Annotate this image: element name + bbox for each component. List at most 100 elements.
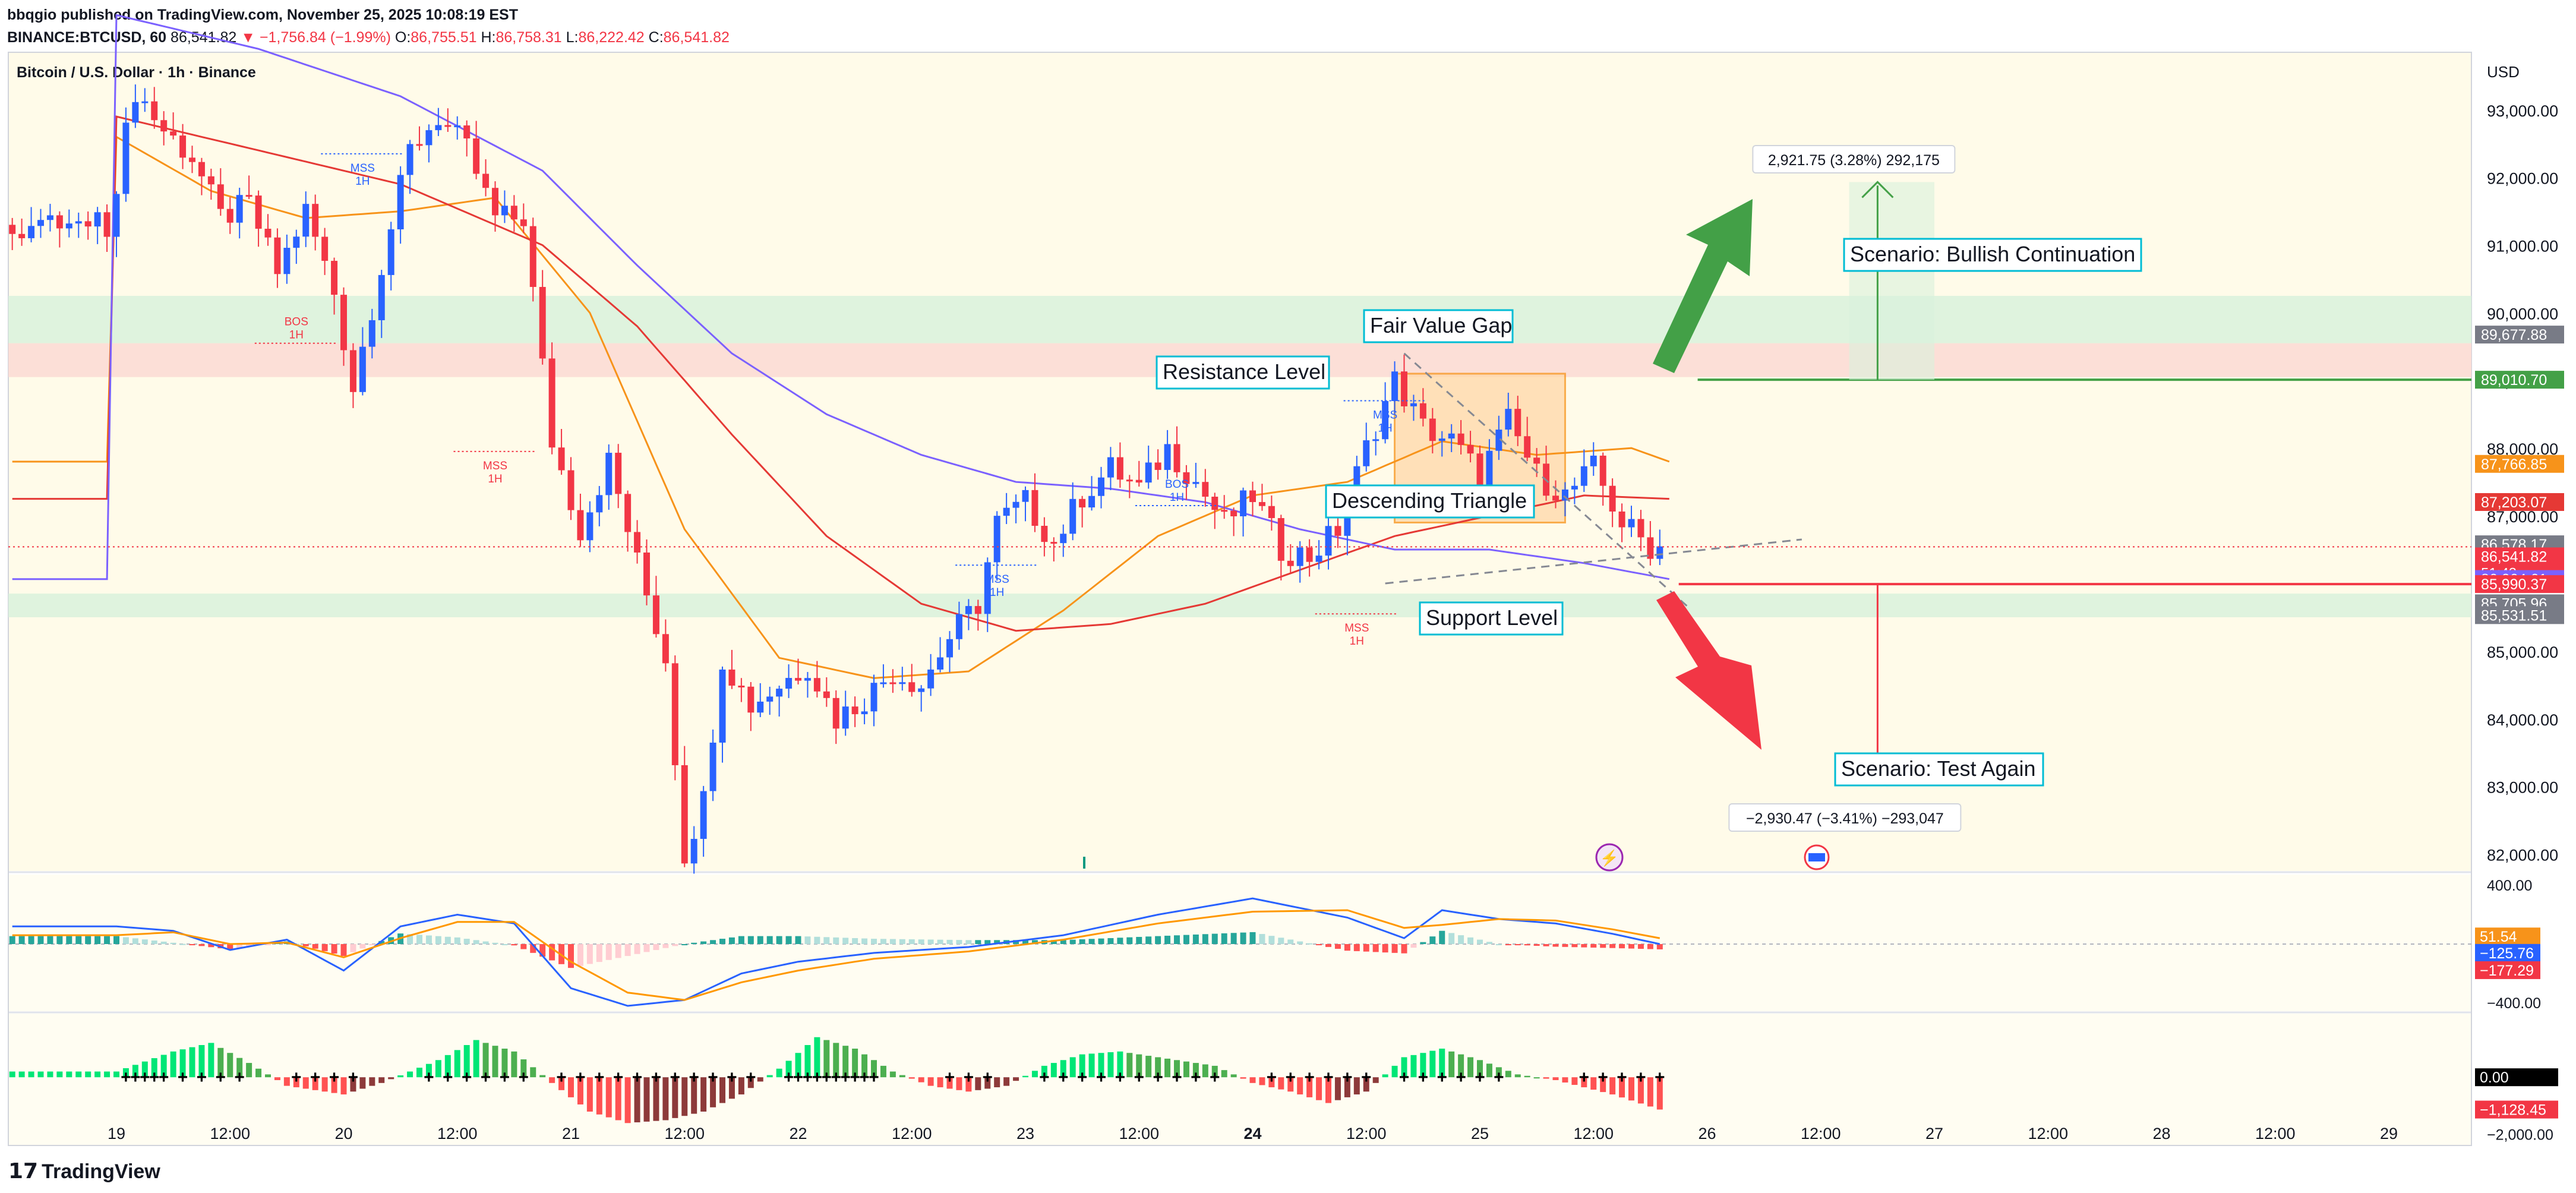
squeeze-dot: + — [197, 1068, 207, 1087]
candle-body — [435, 125, 442, 131]
candle-body — [264, 228, 272, 238]
macd-histogram-bar — [1524, 944, 1530, 946]
candle-body — [359, 346, 366, 392]
candle-body — [387, 229, 394, 275]
momentum-bar — [1069, 1057, 1076, 1078]
candle-body — [1069, 498, 1077, 534]
macd-histogram-bar — [435, 936, 441, 944]
candle-body — [1363, 440, 1370, 466]
zone-support-level — [8, 594, 2471, 617]
macd-histogram-bar — [56, 936, 63, 944]
momentum-bar — [691, 1077, 697, 1114]
macd-histogram-bar — [1391, 944, 1398, 953]
macd-histogram-bar — [1202, 934, 1208, 944]
candle-body — [681, 765, 688, 864]
candle-body — [1173, 444, 1180, 472]
macd-histogram-bar — [804, 936, 811, 944]
candle-body — [586, 512, 594, 541]
macd-value-tag: −177.29 — [2475, 961, 2540, 979]
macd-pane-bg — [8, 875, 2471, 1011]
macd-histogram-bar — [634, 944, 640, 954]
macd-value-tag: 51.54 — [2475, 927, 2540, 946]
momentum-bar — [1514, 1074, 1521, 1078]
macd-histogram-bar — [605, 944, 612, 960]
high-value: 86,758.31 — [495, 29, 562, 46]
macd-histogram-bar — [312, 944, 318, 949]
squeeze-dot: + — [1134, 1068, 1144, 1087]
squeeze-dot: + — [1418, 1068, 1429, 1087]
descending-triangle-label: Descending Triangle — [1325, 484, 1535, 519]
candle-body — [132, 102, 139, 123]
momentum-bar — [454, 1050, 460, 1078]
x-tick-label: 12:00 — [437, 1125, 478, 1142]
squeeze-dot: + — [850, 1068, 860, 1087]
squeeze-dot: + — [575, 1068, 586, 1087]
macd-macd-line — [12, 897, 1660, 1007]
squeeze-dot: + — [1636, 1068, 1646, 1087]
momentum-bar — [889, 1071, 896, 1078]
high-label: H: — [481, 29, 496, 46]
macd-histogram-bar — [1259, 934, 1265, 944]
macd-histogram-bar — [1240, 932, 1246, 944]
momentum-bar — [785, 1061, 792, 1078]
candle-body — [245, 195, 252, 197]
zone-fair-value-gap — [8, 295, 2471, 343]
bullish-scenario-arrow — [1653, 199, 1753, 373]
chart-canvas[interactable]: 82,000.0083,000.0084,000.0085,000.0086,0… — [0, 0, 2576, 1153]
macd-histogram-bar — [1477, 939, 1483, 944]
momentum-bar — [66, 1071, 72, 1078]
momentum-bar — [918, 1077, 924, 1082]
ema-line — [12, 14, 1670, 580]
momentum-bar — [463, 1044, 470, 1078]
momentum-bar — [984, 1077, 991, 1089]
bull-measure-box — [1849, 182, 1934, 380]
candle-body — [454, 125, 461, 128]
momentum-bar — [312, 1077, 318, 1090]
momentum-bar — [1533, 1077, 1540, 1079]
momentum-bar — [302, 1077, 309, 1089]
low-value: 86,222.42 — [578, 29, 645, 46]
momentum-bar — [1467, 1057, 1474, 1078]
macd-histogram-bar — [463, 939, 470, 944]
momentum-bar — [1552, 1077, 1559, 1080]
momentum-bar — [1031, 1071, 1038, 1078]
svg-text:−2,930.47 (−3.41%) −293,047: −2,930.47 (−3.41%) −293,047 — [1746, 810, 1944, 827]
momentum-bar — [47, 1071, 53, 1078]
momentum-bar — [804, 1044, 811, 1078]
candle-body — [416, 144, 423, 146]
macd-histogram-bar — [104, 936, 111, 944]
candle-body — [652, 595, 659, 635]
candle-body — [1524, 436, 1531, 458]
macd-histogram-bar — [1486, 942, 1492, 944]
momentum-bar — [814, 1037, 820, 1078]
macd-histogram-bar — [1401, 944, 1407, 954]
macd-histogram-bar — [994, 940, 1000, 944]
svg-text:89,677.88: 89,677.88 — [2481, 327, 2547, 343]
momentum-bar — [104, 1071, 111, 1078]
momentum-bar — [530, 1067, 536, 1078]
momentum-bar — [265, 1074, 271, 1078]
candle-body — [1628, 519, 1635, 528]
svg-text:Fair Value Gap: Fair Value Gap — [1370, 313, 1512, 337]
y-tick-label: 87,000.00 — [2487, 508, 2558, 526]
macd-histogram-bar — [710, 940, 716, 944]
x-tick-label: 20 — [334, 1125, 352, 1142]
macd-histogram-bar — [823, 937, 830, 944]
momentum-bar — [1590, 1077, 1597, 1090]
macd-histogram-bar — [47, 936, 53, 944]
macd-histogram-bar — [37, 936, 44, 944]
squeeze-dot: + — [1267, 1068, 1277, 1087]
macd-histogram-bar — [956, 940, 962, 944]
macd-histogram-bar — [1656, 944, 1663, 949]
candle-body — [9, 225, 16, 234]
candle-body — [1334, 526, 1341, 536]
squeeze-dot: + — [803, 1068, 813, 1087]
macd-histogram-bar — [520, 944, 527, 949]
macd-histogram-bar — [1571, 944, 1578, 948]
candle-body — [1618, 511, 1625, 528]
macd-histogram-bar — [927, 939, 934, 944]
macd-histogram-bar — [1297, 941, 1303, 944]
candle-body — [1088, 495, 1096, 508]
macd-histogram-bar — [691, 942, 697, 944]
momentum-bar — [217, 1047, 224, 1078]
